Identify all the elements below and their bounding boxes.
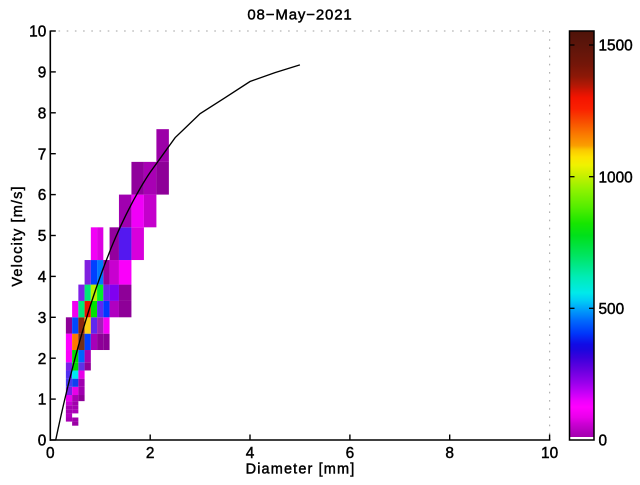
svg-text:0: 0 [38, 433, 47, 450]
svg-text:4: 4 [246, 445, 255, 462]
svg-text:2: 2 [38, 351, 47, 368]
svg-text:08−May−2021: 08−May−2021 [247, 6, 352, 23]
svg-text:4: 4 [38, 269, 47, 286]
svg-text:10: 10 [29, 24, 46, 41]
svg-text:6: 6 [38, 187, 47, 204]
svg-text:500: 500 [599, 301, 625, 318]
svg-text:3: 3 [38, 310, 47, 327]
svg-text:1500: 1500 [599, 38, 633, 55]
svg-text:9: 9 [38, 65, 47, 82]
svg-text:6: 6 [346, 445, 355, 462]
svg-text:5: 5 [38, 228, 47, 245]
svg-text:0: 0 [46, 445, 55, 462]
svg-text:8: 8 [38, 105, 47, 122]
svg-text:7: 7 [38, 146, 47, 163]
svg-text:8: 8 [445, 445, 454, 462]
svg-text:1000: 1000 [599, 169, 633, 186]
svg-text:Diameter [mm]: Diameter [mm] [246, 462, 356, 478]
svg-text:1: 1 [38, 392, 47, 409]
svg-text:10: 10 [541, 445, 558, 462]
svg-text:0: 0 [599, 433, 608, 450]
svg-text:2: 2 [146, 445, 155, 462]
svg-text:Velocity [m/s]: Velocity [m/s] [10, 185, 26, 286]
